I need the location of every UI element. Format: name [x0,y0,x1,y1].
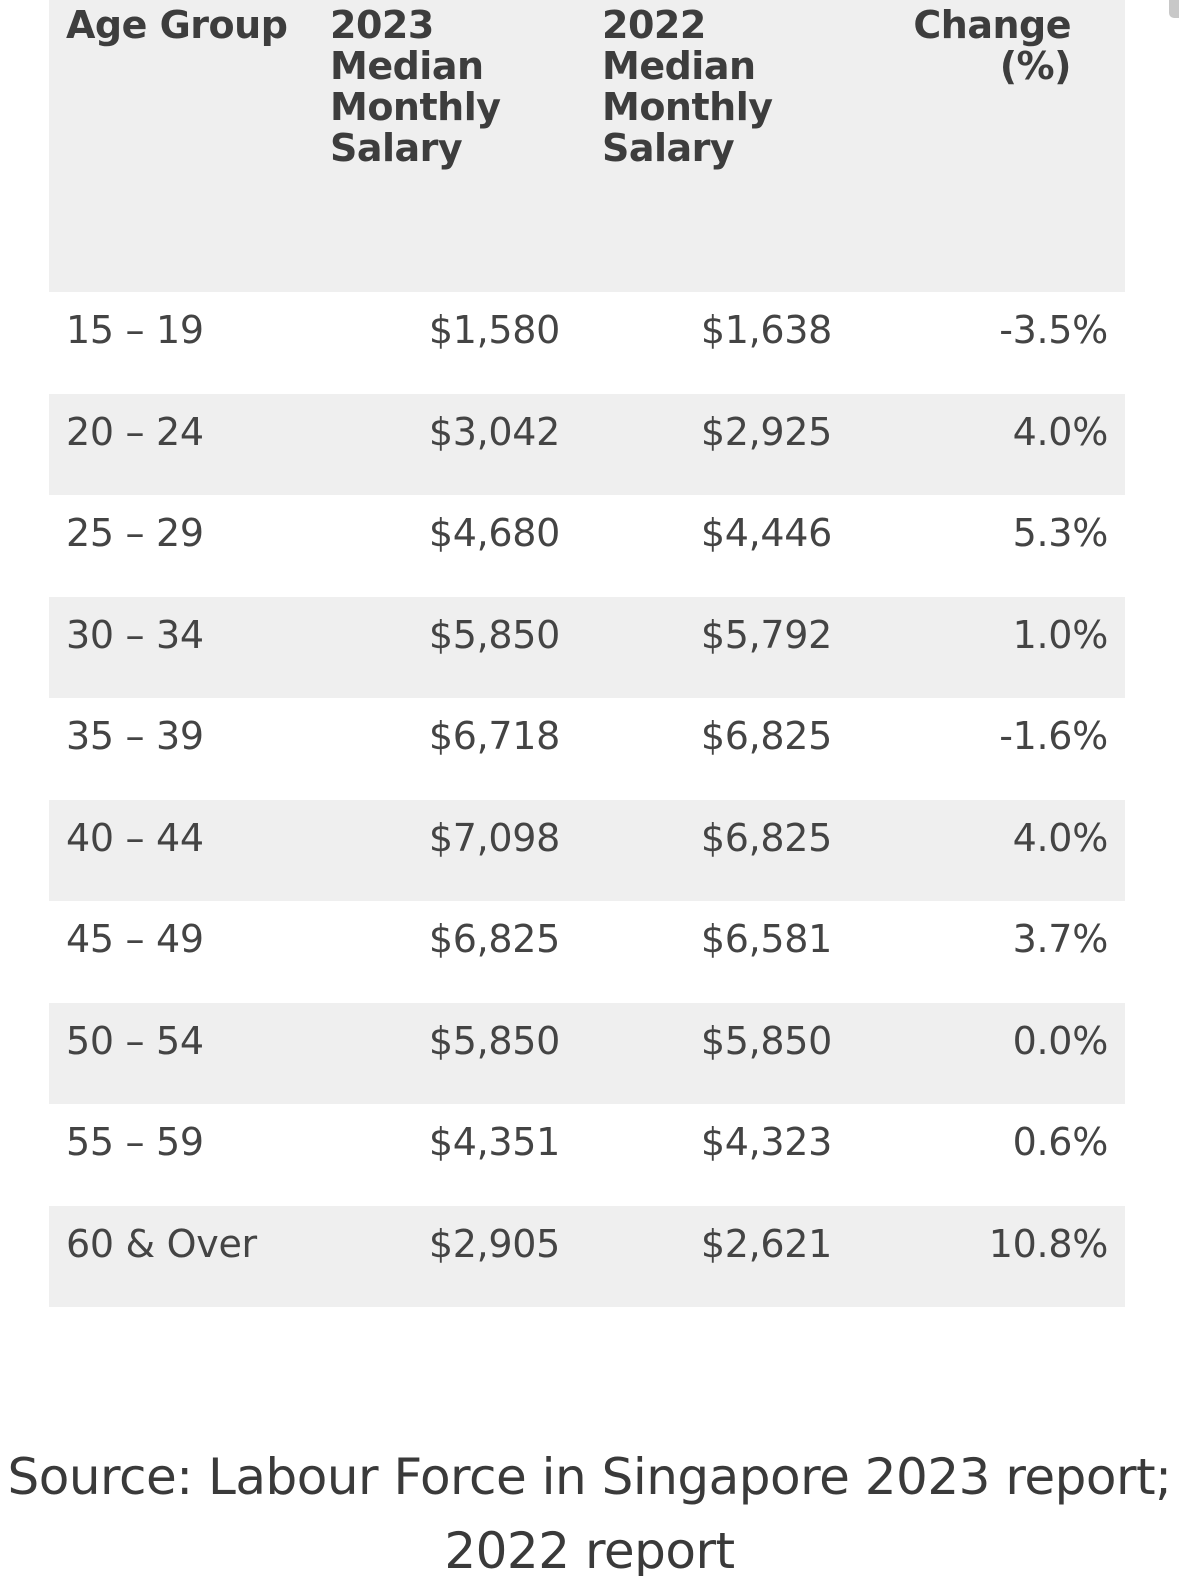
cell-2022-salary: $1,638 [585,292,857,394]
cell-age-group: 40 – 44 [49,800,313,902]
source-caption: Source: Labour Force in Singapore 2023 r… [0,1440,1179,1576]
header-age-group: Age Group [49,0,313,292]
cell-2022-salary: $2,621 [585,1206,857,1308]
table-row: 15 – 19 $1,580 $1,638 -3.5% [49,292,1125,394]
cell-age-group: 30 – 34 [49,597,313,699]
cell-2023-salary: $4,351 [313,1104,585,1206]
cell-2023-salary: $6,825 [313,901,585,1003]
cell-age-group: 60 & Over [49,1206,313,1308]
cell-2023-salary: $3,042 [313,394,585,496]
header-change-percent: Change (%) [857,0,1125,292]
header-2023-median-salary: 2023 Median Monthly Salary [313,0,585,292]
cell-2022-salary: $4,446 [585,495,857,597]
cell-age-group: 55 – 59 [49,1104,313,1206]
cell-change: 10.8% [857,1206,1125,1308]
table-header-row: Age Group 2023 Median Monthly Salary 202… [49,0,1125,292]
cell-2022-salary: $6,581 [585,901,857,1003]
cell-2023-salary: $4,680 [313,495,585,597]
cell-2023-salary: $2,905 [313,1206,585,1308]
cell-age-group: 50 – 54 [49,1003,313,1105]
cell-change: 4.0% [857,800,1125,902]
cell-2023-salary: $1,580 [313,292,585,394]
table-row: 35 – 39 $6,718 $6,825 -1.6% [49,698,1125,800]
cell-change: 3.7% [857,901,1125,1003]
cell-age-group: 35 – 39 [49,698,313,800]
cell-2022-salary: $2,925 [585,394,857,496]
cell-change: -3.5% [857,292,1125,394]
table-row: 30 – 34 $5,850 $5,792 1.0% [49,597,1125,699]
cell-age-group: 45 – 49 [49,901,313,1003]
table-row: 45 – 49 $6,825 $6,581 3.7% [49,901,1125,1003]
cell-change: 5.3% [857,495,1125,597]
table-row: 20 – 24 $3,042 $2,925 4.0% [49,394,1125,496]
cell-change: 4.0% [857,394,1125,496]
table-row: 55 – 59 $4,351 $4,323 0.6% [49,1104,1125,1206]
cell-2022-salary: $6,825 [585,698,857,800]
cell-age-group: 25 – 29 [49,495,313,597]
table-row: 40 – 44 $7,098 $6,825 4.0% [49,800,1125,902]
cell-change: -1.6% [857,698,1125,800]
cell-2022-salary: $5,850 [585,1003,857,1105]
cell-2023-salary: $5,850 [313,1003,585,1105]
cell-2022-salary: $4,323 [585,1104,857,1206]
cell-change: 0.6% [857,1104,1125,1206]
scrollbar[interactable] [1169,0,1179,18]
cell-2023-salary: $7,098 [313,800,585,902]
cell-2022-salary: $5,792 [585,597,857,699]
table-row: 60 & Over $2,905 $2,621 10.8% [49,1206,1125,1308]
cell-2023-salary: $5,850 [313,597,585,699]
header-2022-median-salary: 2022 Median Monthly Salary [585,0,857,292]
cell-change: 1.0% [857,597,1125,699]
table-row: 50 – 54 $5,850 $5,850 0.0% [49,1003,1125,1105]
salary-table: Age Group 2023 Median Monthly Salary 202… [49,0,1125,1307]
table-row: 25 – 29 $4,680 $4,446 5.3% [49,495,1125,597]
cell-age-group: 15 – 19 [49,292,313,394]
cell-age-group: 20 – 24 [49,394,313,496]
cell-change: 0.0% [857,1003,1125,1105]
cell-2023-salary: $6,718 [313,698,585,800]
cell-2022-salary: $6,825 [585,800,857,902]
